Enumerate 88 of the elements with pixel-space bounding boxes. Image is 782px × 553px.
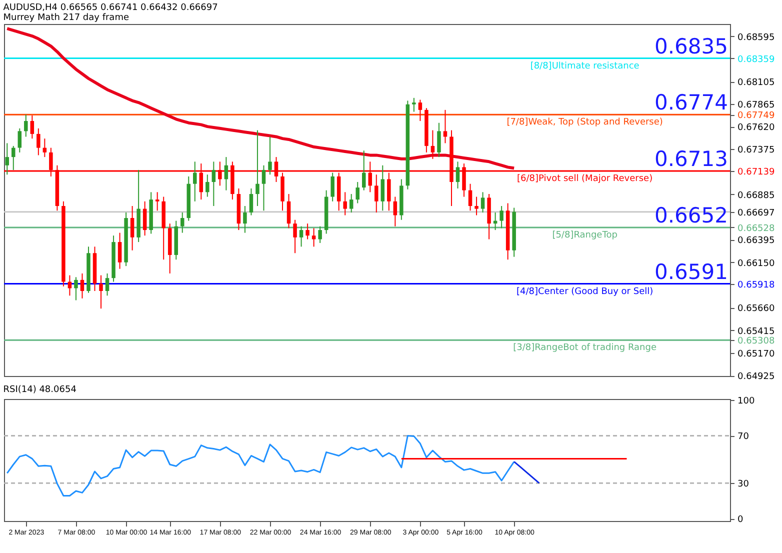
y-tick-label: 0.68359 — [738, 54, 775, 65]
annotation: 0.6835 — [654, 34, 728, 58]
candlestick — [380, 164, 385, 212]
ref-line-label: [8/8]Ultimate resistance — [530, 61, 640, 72]
candlestick — [306, 223, 310, 240]
y-tick-label: 0.67375 — [738, 146, 775, 156]
line-series — [513, 460, 540, 484]
candlestick — [180, 212, 184, 234]
y-tick-label: 0.67620 — [738, 123, 775, 134]
y-tick-label: 0.65918 — [738, 280, 775, 290]
candlestick — [155, 192, 160, 212]
candlestick — [5, 142, 10, 176]
chart-title: RSI(14) 48.0654 — [3, 385, 77, 396]
candlestick — [430, 130, 435, 160]
y-tick-label: 0.68105 — [738, 78, 775, 88]
y-tick-label: 0.68595 — [738, 32, 775, 43]
candlestick — [249, 188, 254, 216]
candlestick — [343, 192, 347, 216]
candlestick — [243, 206, 247, 234]
y-tick-label: 70 — [738, 432, 750, 442]
candlestick — [286, 193, 291, 229]
candlestick — [437, 122, 441, 158]
ref-line-label: [4/8]Center (Good Buy or Sell) — [516, 286, 654, 297]
candlestick — [349, 193, 354, 213]
y-tick-label: 0.66885 — [738, 190, 775, 201]
y-tick-label: 0.64925 — [738, 372, 775, 382]
candlestick — [80, 272, 84, 299]
candlestick — [293, 219, 297, 254]
candlestick — [356, 181, 360, 204]
candlestick — [24, 114, 28, 138]
candlestick — [118, 232, 122, 270]
y-tick-label: 0.67749 — [738, 111, 775, 122]
y-tick-label: 0.67865 — [738, 100, 775, 110]
chart-title: AUDUSD,H4 0.66565 0.66741 0.66432 0.66697 — [3, 3, 218, 13]
chart-subtitle: Murrey Math 217 day frame — [3, 13, 130, 23]
ref-line-label: [3/8]RangeBot of trading Range — [513, 343, 657, 354]
y-tick-label: 0.65415 — [738, 326, 775, 337]
candlestick — [212, 161, 216, 207]
candlestick — [36, 128, 40, 156]
y-tick-label: 0.65308 — [738, 336, 775, 347]
y-tick-label: 0.67139 — [738, 167, 775, 178]
candlestick — [30, 114, 34, 140]
ref-line-label: [7/8]Weak, Top (Stop and Reverse) — [506, 118, 663, 128]
candlestick — [268, 136, 272, 176]
line-series — [6, 434, 515, 497]
candlestick — [99, 274, 103, 310]
candlestick — [130, 206, 134, 251]
candlestick — [74, 276, 78, 301]
ref-line-label: [6/8]Pivot sell (Major Reverse) — [517, 174, 653, 184]
candlestick — [362, 150, 366, 191]
candlestick — [312, 228, 316, 248]
ref-line-label: [5/8]RangeTop — [552, 230, 618, 240]
annotation: 0.6652 — [654, 203, 728, 228]
candlestick — [443, 109, 448, 144]
y-tick-label: 0.66528 — [738, 224, 775, 234]
candlestick — [18, 128, 22, 153]
annotation: 0.6713 — [654, 146, 728, 171]
y-tick-label: 0.65170 — [738, 349, 775, 360]
candlestick — [318, 226, 322, 244]
candlestick — [193, 161, 197, 202]
candlestick — [418, 99, 422, 122]
y-tick-label: 0.66150 — [738, 258, 775, 269]
candlestick — [105, 272, 110, 296]
candlestick — [42, 138, 47, 158]
candlestick — [374, 174, 378, 213]
candlestick — [12, 145, 16, 170]
y-tick-label: 0.65660 — [738, 304, 775, 314]
annotation: 0.6591 — [654, 260, 728, 284]
candlestick — [262, 164, 266, 212]
annotation: 0.6774 — [654, 90, 728, 115]
candlestick — [456, 161, 460, 189]
y-tick-label: 0.66395 — [738, 236, 775, 246]
candlestick — [480, 192, 485, 213]
candlestick — [474, 196, 478, 216]
y-tick-label: 0 — [738, 515, 744, 526]
candlestick — [299, 226, 304, 248]
candlestick — [468, 183, 472, 212]
candlestick — [224, 156, 228, 191]
y-tick-label: 0.66697 — [738, 208, 775, 218]
candlestick — [256, 130, 260, 207]
candlestick — [500, 206, 504, 229]
y-tick-label: 100 — [738, 396, 755, 407]
candlestick — [393, 196, 398, 227]
candlestick — [142, 200, 147, 236]
candlestick — [330, 172, 334, 202]
candlestick — [412, 97, 416, 112]
candlestick — [206, 174, 210, 198]
y-tick-label: 30 — [738, 480, 750, 490]
